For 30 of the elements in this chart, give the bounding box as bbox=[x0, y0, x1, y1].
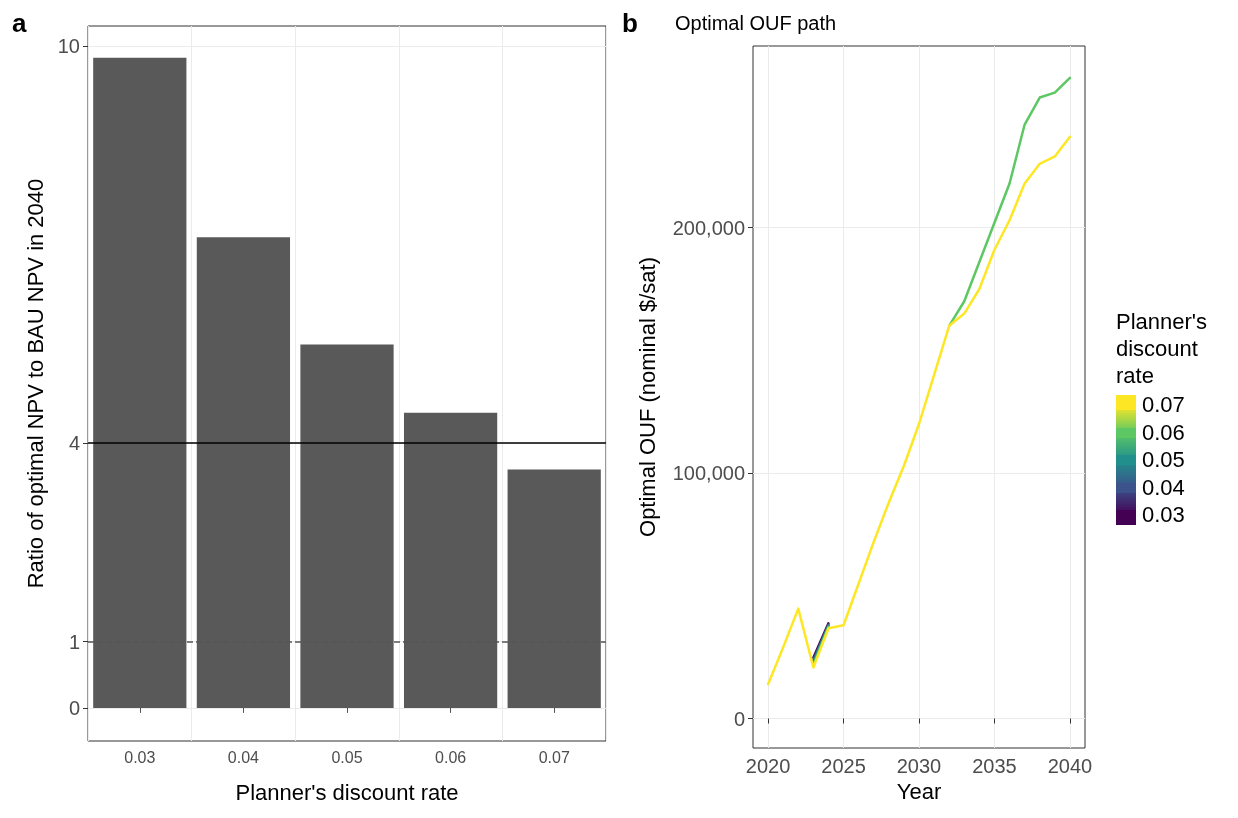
x-tick-label: 2020 bbox=[745, 755, 791, 777]
legend-label: 0.06 bbox=[1142, 419, 1185, 446]
y-tick-label: 10 bbox=[57, 34, 80, 57]
chart-title: Optimal OUF path bbox=[675, 12, 837, 34]
text: b bbox=[622, 8, 638, 38]
x-tick-label: 2040 bbox=[1047, 755, 1093, 777]
y-tick-label: 0 bbox=[68, 696, 80, 719]
y-tick-label: 0 bbox=[733, 707, 745, 730]
legend-label: 0.04 bbox=[1142, 474, 1185, 501]
x-tick-label: 0.04 bbox=[227, 748, 260, 766]
legend-label: 0.05 bbox=[1142, 447, 1185, 473]
legend-label: 0.07 bbox=[1142, 392, 1185, 418]
x-tick-label: 2030 bbox=[896, 755, 942, 777]
y-tick-label: 100,000 bbox=[672, 462, 745, 485]
y-tick-label: 1 bbox=[68, 630, 80, 653]
x-axis-title: Year bbox=[896, 779, 942, 805]
y-tick-label: 200,000 bbox=[672, 216, 745, 239]
x-tick-label: 0.03 bbox=[124, 748, 156, 766]
y-axis-title: Ratio of optimal NPV to BAU NPV in 2040 bbox=[23, 178, 49, 589]
x-axis-title: Planner's discount rate bbox=[235, 779, 459, 805]
legend-title: Planner's discount rate bbox=[1116, 308, 1209, 389]
text: a bbox=[12, 8, 27, 38]
x-tick-label: 0.07 bbox=[538, 748, 570, 766]
y-tick-label: 4 bbox=[68, 432, 80, 455]
x-tick-label: 0.06 bbox=[435, 748, 467, 766]
x-tick-label: 0.05 bbox=[331, 748, 363, 766]
x-tick-label: 2035 bbox=[972, 755, 1017, 777]
y-axis-title: Optimal OUF (nominal $/sat) bbox=[634, 257, 660, 537]
legend-label: 0.03 bbox=[1142, 502, 1185, 528]
x-tick-label: 2025 bbox=[821, 755, 866, 777]
